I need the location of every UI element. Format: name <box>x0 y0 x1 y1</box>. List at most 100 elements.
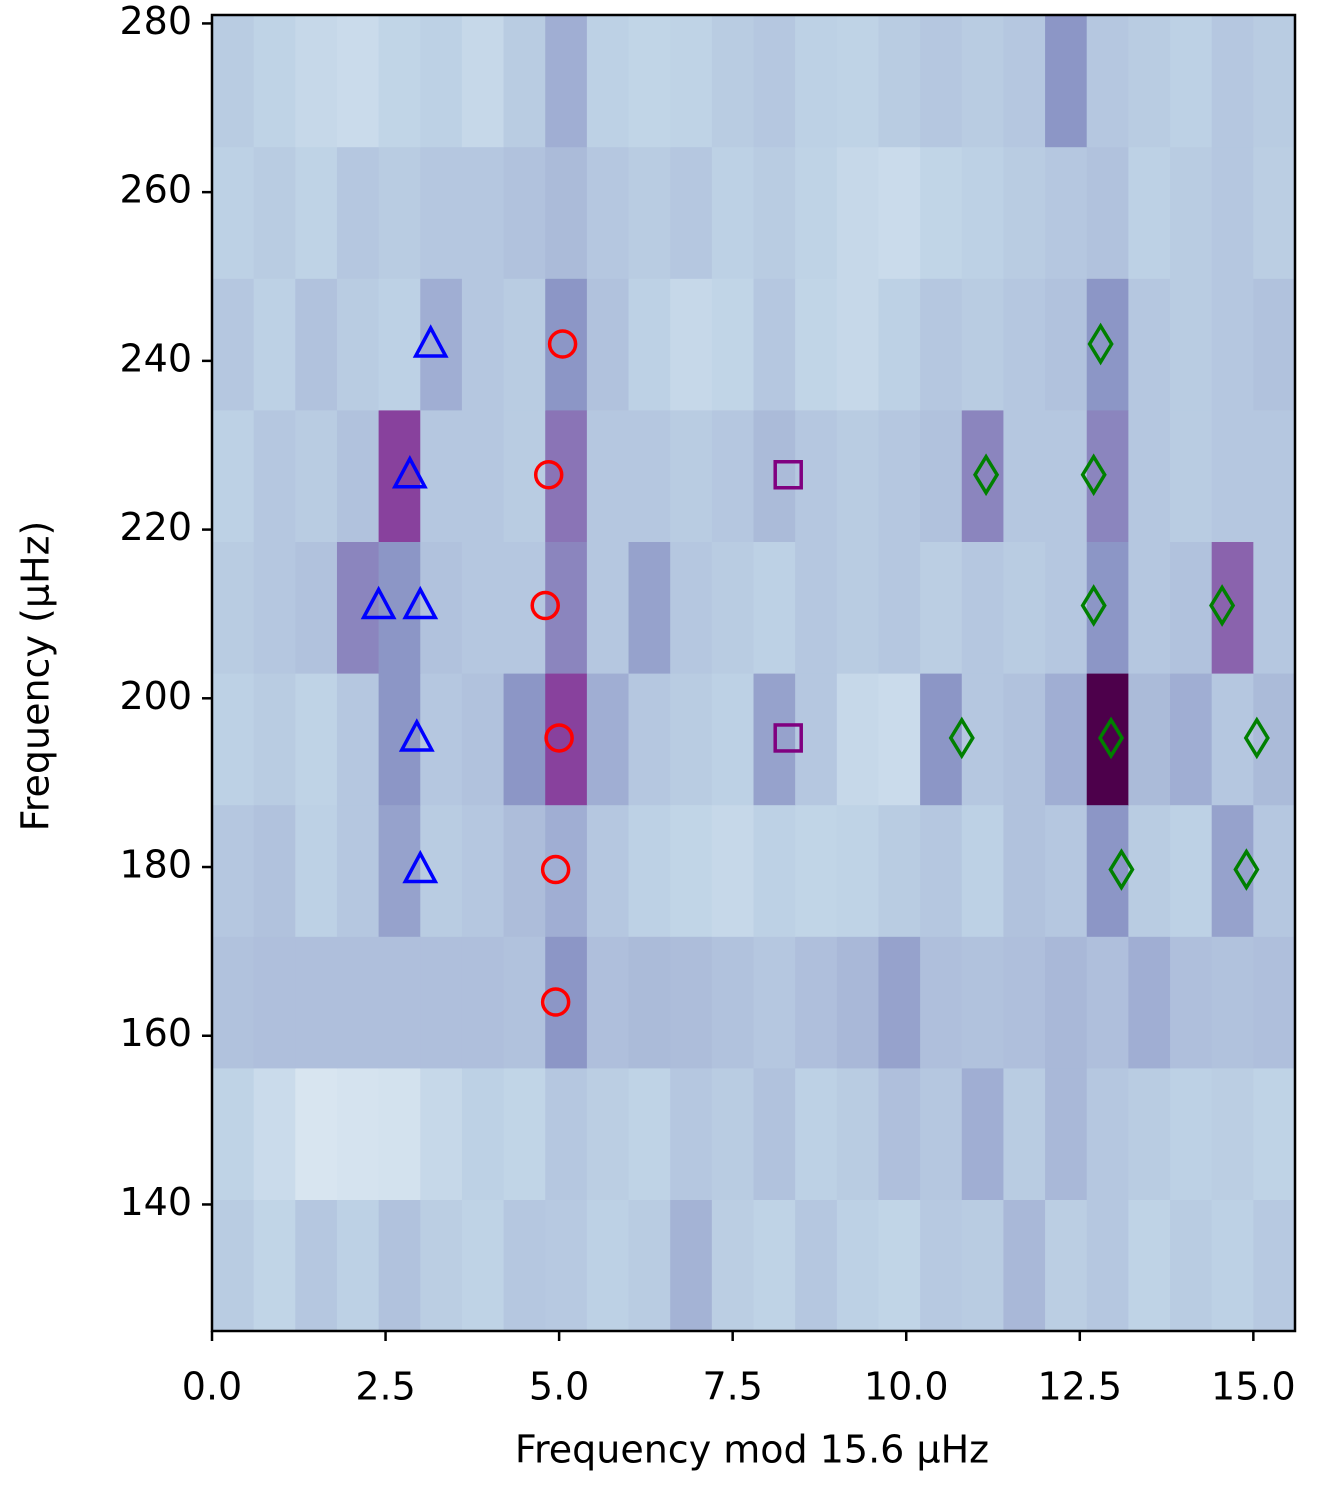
heatmap-cell <box>461 278 505 411</box>
heatmap-cell <box>420 936 463 1069</box>
x-tick-label: 5.0 <box>529 1365 589 1409</box>
heatmap-cell <box>711 673 755 806</box>
heatmap-cell <box>628 673 671 806</box>
heatmap-cell <box>1003 804 1046 937</box>
heatmap-cell <box>586 804 630 937</box>
triangle-marker <box>412 324 449 358</box>
plot-frame <box>210 13 1297 1333</box>
heatmap-cell <box>1003 1199 1046 1332</box>
heatmap-cell <box>920 673 963 806</box>
heatmap-cell <box>378 1067 421 1200</box>
heatmap-cell <box>1170 673 1213 806</box>
heatmap-cell <box>545 1199 588 1332</box>
heatmap-cell <box>753 146 796 279</box>
heatmap-cell <box>1045 1199 1088 1332</box>
square-marker <box>773 723 803 753</box>
heatmap-cell <box>336 409 380 542</box>
heatmap-cell <box>1128 409 1171 542</box>
heatmap-cell <box>420 409 463 542</box>
heatmap-cell <box>961 804 1005 937</box>
heatmap-cell <box>1128 15 1171 148</box>
heatmap-cell <box>878 278 921 411</box>
heatmap-cell <box>1086 409 1129 542</box>
heatmap-cell <box>212 673 255 806</box>
heatmap-cell <box>920 541 963 674</box>
heatmap-cell <box>461 936 505 1069</box>
heatmap-cell <box>1003 541 1046 674</box>
markers <box>360 322 1270 1017</box>
diamond-marker <box>1243 716 1270 760</box>
heatmap-cell <box>711 146 755 279</box>
heatmap-cell <box>1253 936 1296 1069</box>
y-tick-label: 140 <box>119 1180 192 1224</box>
heatmap-cell <box>378 541 421 674</box>
heatmap-cell <box>1003 146 1046 279</box>
square-marker <box>773 460 803 490</box>
heatmap-cell <box>1211 278 1254 411</box>
heatmap-cell <box>1170 1067 1213 1200</box>
heatmap-cell <box>961 673 1005 806</box>
triangle-marker <box>391 455 428 489</box>
heatmap-cell <box>212 146 255 279</box>
heatmap-cell <box>1211 1199 1254 1332</box>
heatmap-cell <box>212 409 255 542</box>
heatmap-cell <box>503 146 546 279</box>
heatmap-cell <box>1170 936 1213 1069</box>
heatmap-cell <box>795 936 838 1069</box>
heatmap-cell <box>1253 804 1296 937</box>
heatmap-cell <box>295 409 338 542</box>
heatmap-cell <box>1253 409 1296 542</box>
heatmap-cell <box>711 1067 755 1200</box>
heatmap-cell <box>795 1199 838 1332</box>
heatmap-cell <box>212 278 255 411</box>
heatmap-cell <box>1045 409 1088 542</box>
heatmap-cell <box>253 1199 296 1332</box>
heatmap-cell <box>961 936 1005 1069</box>
heatmap-cell <box>1003 15 1046 148</box>
heatmap-cell <box>1045 541 1088 674</box>
heatmap-cell <box>836 673 880 806</box>
y-tick-label: 240 <box>119 336 192 380</box>
diamond-marker <box>1087 322 1114 366</box>
heatmap-cell <box>336 1199 380 1332</box>
heatmap-cell <box>212 804 255 937</box>
heatmap-cell <box>1211 15 1254 148</box>
heatmap-cell <box>336 673 380 806</box>
heatmap-cell <box>920 936 963 1069</box>
circle-marker <box>533 460 564 490</box>
heatmap-cell <box>1045 936 1088 1069</box>
heatmap-cell <box>1253 1067 1296 1200</box>
heatmap-cell <box>670 673 713 806</box>
heatmap-cell <box>961 278 1005 411</box>
heatmap-cell <box>586 278 630 411</box>
heatmap-cell <box>795 541 838 674</box>
heatmap-cell <box>1211 146 1254 279</box>
heatmap-cell <box>628 804 671 937</box>
heatmap-cell <box>1170 278 1213 411</box>
heatmap-cell <box>253 278 296 411</box>
axes: 0.0 2.5 5.0 7.5 10.0 12.5 15.0 140 160 180 200 220 2… <box>119 0 1297 1409</box>
heatmap-cell <box>878 409 921 542</box>
heatmap-cell <box>378 936 421 1069</box>
heatmap-cell <box>253 673 296 806</box>
heatmap-cell <box>503 1067 546 1200</box>
heatmap-cell <box>295 278 338 411</box>
heatmap-cell <box>670 541 713 674</box>
heatmap-cell <box>253 15 296 148</box>
heatmap-cell <box>295 1199 338 1332</box>
heatmap-cell <box>711 541 755 674</box>
heatmap-cell <box>1253 146 1296 279</box>
heatmap-cell <box>753 15 796 148</box>
heatmap-cell <box>670 278 713 411</box>
heatmap-cell <box>503 409 546 542</box>
heatmap-cell <box>920 409 963 542</box>
heatmap-cell <box>461 673 505 806</box>
heatmap-cell <box>1086 146 1129 279</box>
heatmap-cell <box>378 146 421 279</box>
heatmap-cell <box>586 541 630 674</box>
heatmap-cell <box>378 804 421 937</box>
heatmap-cell <box>628 15 671 148</box>
heatmap-cell <box>1003 936 1046 1069</box>
heatmap-cell <box>753 804 796 937</box>
